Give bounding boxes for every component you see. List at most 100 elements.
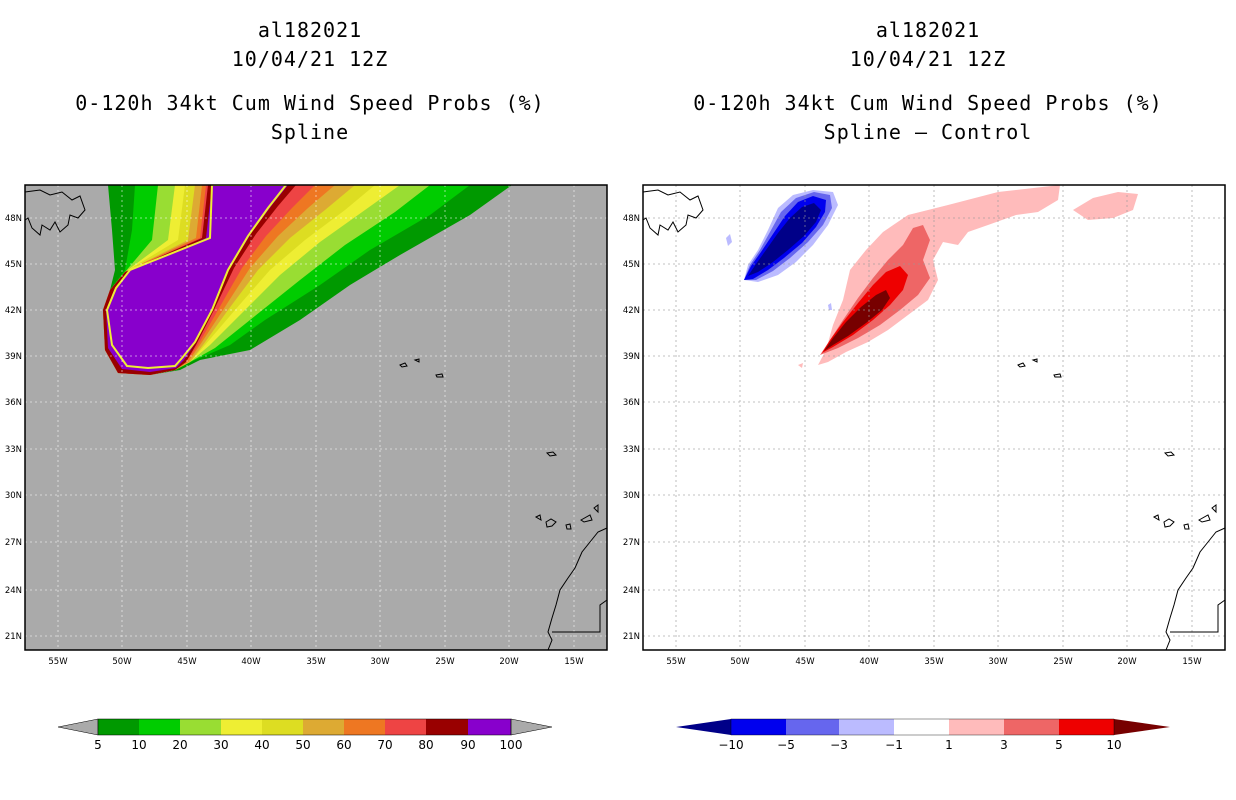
lon-label: 45W [795, 657, 815, 667]
colorbar-label: 60 [336, 738, 351, 752]
lat-label: 24N [5, 586, 22, 596]
right-gridlines [643, 185, 1225, 650]
lat-label: 39N [623, 352, 640, 362]
lat-label: 36N [623, 398, 640, 408]
colorbar-label: 100 [500, 738, 523, 752]
lon-label: 25W [435, 657, 455, 667]
colorbar-swatch [344, 719, 385, 735]
left-product-title: 0-120h 34kt Cum Wind Speed Probs (%) [75, 91, 545, 115]
lon-label: 20W [499, 657, 519, 667]
right-colorbar: −10 −5 −3 −1 1 3 5 10 [676, 718, 1170, 752]
lon-label: 40W [241, 657, 261, 667]
lat-label: 24N [623, 586, 640, 596]
lon-label: 40W [859, 657, 879, 667]
right-coastlines [642, 189, 1226, 651]
colorbar-swatch [786, 719, 839, 735]
colorbar-swatch [949, 719, 1004, 735]
lat-label: 21N [5, 632, 22, 642]
colorbar-label: 5 [94, 738, 102, 752]
lat-label: 21N [623, 632, 640, 642]
lat-label: 48N [5, 214, 22, 224]
colorbar-label: −1 [885, 738, 903, 752]
right-lat-axis: 48N 45N 42N 39N 36N 33N 30N 27N 24N 21N [623, 214, 640, 642]
colorbar-swatch [385, 719, 426, 735]
colorbar-label: 10 [131, 738, 146, 752]
lon-label: 25W [1053, 657, 1073, 667]
colorbar-swatch [1059, 719, 1114, 735]
lon-label: 35W [306, 657, 326, 667]
right-storm-id: al182021 [875, 18, 981, 42]
diff-band-neg10 [748, 203, 821, 276]
right-method: Spline – Control [823, 120, 1033, 144]
diff-band-1c [798, 363, 803, 368]
colorbar-swatch [139, 719, 180, 735]
left-coastlines [24, 189, 608, 651]
colorbar-swatch [894, 719, 949, 735]
left-datetime: 10/04/21 12Z [231, 47, 389, 71]
colorbar-swatch [262, 719, 303, 735]
left-map-frame [24, 184, 608, 651]
prob-band-100 [105, 185, 288, 370]
lat-label: 48N [623, 214, 640, 224]
lon-label: 45W [177, 657, 197, 667]
colorbar-swatch [98, 719, 139, 735]
lat-label: 39N [5, 352, 22, 362]
colorbar-swatch [468, 719, 511, 735]
lon-label: 30W [370, 657, 390, 667]
colorbar-label: −5 [777, 738, 795, 752]
diff-band-neg1b [726, 234, 732, 246]
colorbar-swatch [839, 719, 894, 735]
lat-label: 33N [5, 445, 22, 455]
lon-label: 55W [666, 657, 686, 667]
lat-label: 27N [5, 538, 22, 548]
lat-label: 30N [5, 491, 22, 501]
diff-band-10 [824, 290, 890, 351]
lat-label: 30N [623, 491, 640, 501]
colorbar-label: 10 [1106, 738, 1121, 752]
lon-label: 50W [112, 657, 132, 667]
colorbar-label: 5 [1055, 738, 1063, 752]
right-map: 48N 45N 42N 39N 36N 33N 30N 27N 24N 21N … [623, 184, 1226, 667]
lon-label: 35W [924, 657, 944, 667]
colorbar-label: 40 [254, 738, 269, 752]
right-product-title: 0-120h 34kt Cum Wind Speed Probs (%) [693, 91, 1163, 115]
right-map-frame [642, 184, 1226, 651]
lon-label: 30W [988, 657, 1008, 667]
colorbar-label: 90 [460, 738, 475, 752]
colorbar-label: 70 [377, 738, 392, 752]
colorbar-swatch [180, 719, 221, 735]
colorbar-under-arrow [57, 718, 99, 736]
lat-label: 45N [5, 260, 22, 270]
lon-label: 55W [48, 657, 68, 667]
lon-label: 15W [1182, 657, 1202, 667]
left-lat-axis: 48N 45N 42N 39N 36N 33N 30N 27N 24N 21N [5, 214, 22, 642]
diff-band-neg1c [828, 303, 832, 310]
diff-band-1b [1073, 192, 1138, 220]
colorbar-swatch [426, 719, 468, 735]
colorbar-swatch [1004, 719, 1059, 735]
lon-label: 15W [564, 657, 584, 667]
right-datetime: 10/04/21 12Z [849, 47, 1007, 71]
lat-label: 45N [623, 260, 640, 270]
left-method: Spline [270, 120, 350, 144]
left-map: 48N 45N 42N 39N 36N 33N 30N 27N 24N 21N … [5, 184, 608, 667]
lat-label: 27N [623, 538, 640, 548]
lat-label: 42N [5, 306, 22, 316]
left-storm-id: al182021 [257, 18, 363, 42]
lon-label: 20W [1117, 657, 1137, 667]
left-gridlines [25, 185, 607, 650]
colorbar-label: 3 [1000, 738, 1008, 752]
colorbar-label: 1 [945, 738, 953, 752]
lat-label: 42N [623, 306, 640, 316]
colorbar-label: 20 [172, 738, 187, 752]
colorbar-swatch [303, 719, 344, 735]
right-map-background [643, 185, 1225, 650]
colorbar-swatch [731, 719, 786, 735]
colorbar-swatch [221, 719, 262, 735]
colorbar-under-arrow [676, 719, 731, 735]
lat-label: 36N [5, 398, 22, 408]
lon-label: 50W [730, 657, 750, 667]
right-lon-axis: 55W 50W 45W 40W 35W 30W 25W 20W 15W [666, 657, 1202, 667]
colorbar-label: −3 [830, 738, 848, 752]
lat-label: 33N [623, 445, 640, 455]
